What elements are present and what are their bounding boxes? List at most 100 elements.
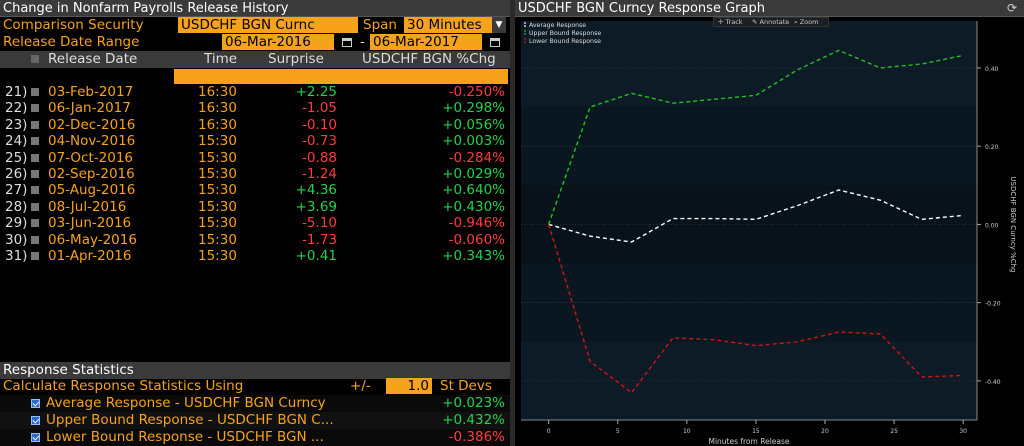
row-release-date: 04-Nov-2016 [48,133,136,150]
magnifier-icon: ⌕ [794,18,798,26]
stats-value: +0.432% [442,412,505,428]
row-checkbox[interactable] [31,153,39,162]
release-range-label: Release Date Range [3,34,140,50]
row-checkbox[interactable] [31,88,39,96]
stats-checkbox[interactable] [31,399,40,408]
stats-value: +0.023% [442,395,505,411]
table-row[interactable]: 25) 07-Oct-2016 15:30 -0.88 -0.284% [0,150,510,167]
legend-label[interactable]: Lower Bound Response [529,38,601,45]
tool-track[interactable]: ✛ Track [718,18,743,27]
row-checkbox[interactable] [31,170,39,178]
row-checkbox[interactable] [31,137,39,146]
row-checkbox[interactable] [31,219,39,228]
x-tick-label: 30 [959,428,967,435]
x-tick-label: 20 [821,428,829,435]
row-checkbox[interactable] [31,120,39,129]
legend-label[interactable]: Upper Bound Response [529,30,601,37]
row-checkbox[interactable] [31,252,39,260]
y-tick-label: 0.40 [985,66,999,73]
table-row[interactable]: 23) 02-Dec-2016 16:30 -0.10 +0.056% [0,117,510,134]
stats-label: Average Response - USDCHF BGN Curncy [46,395,326,411]
response-graph-panel: USDCHF BGN Curncy Response Graph ⟳ 0.40 0… [515,0,1024,446]
row-pct-chg: +0.640% [442,182,505,199]
series-line-average[interactable] [548,189,964,243]
col-pct-chg[interactable]: USDCHF BGN %Chg [362,51,496,67]
row-surprise: -0.10 [302,116,337,133]
table-row[interactable]: 24) 04-Nov-2016 15:30 -0.73 +0.003% [0,133,510,150]
row-time: 15:30 [198,182,237,199]
calendar-to-icon[interactable] [488,34,502,50]
row-release-date: 06-May-2016 [48,231,137,248]
legend-label[interactable]: Average Response [529,22,586,29]
row-surprise: -0.73 [302,133,337,150]
row-time: 15:30 [198,166,237,182]
row-release-date: 05-Aug-2016 [48,182,136,199]
response-chart[interactable]: 0.40 0.20 0.00 -0.20 -0.40 0 5 10 15 20 25 30 Minute… [515,17,1024,446]
row-pct-chg: +0.056% [442,116,505,133]
row-number: 21) [5,84,28,100]
row-release-date: 02-Sep-2016 [48,166,135,182]
stats-checkbox[interactable] [31,416,40,425]
row-release-date: 01-Apr-2016 [48,248,132,264]
crosshair-icon: ✛ [718,18,724,26]
refresh-icon[interactable]: ⟳ [1007,1,1018,15]
row-surprise: +4.36 [295,182,337,199]
series-line-lower[interactable] [547,224,964,394]
row-release-date: 03-Feb-2017 [48,84,134,100]
col-release-date[interactable]: Release Date [48,51,138,67]
table-row[interactable]: 26) 02-Sep-2016 15:30 -1.24 +0.029% [0,166,510,183]
row-checkbox[interactable] [31,104,39,113]
select-all-checkbox[interactable] [31,55,39,63]
table-row[interactable]: 21) 03-Feb-2017 16:30 +2.25 -0.250% [0,84,510,101]
stats-row[interactable]: Average Response - USDCHF BGN Curncy +0.0… [0,395,510,412]
x-axis-label: Minutes from Release [708,437,789,446]
x-tick-label: 0 [547,428,551,435]
row-release-date: 08-Jul-2016 [48,198,127,215]
table-row[interactable]: 29) 03-Jun-2016 15:30 -5.10 -0.946% [0,215,510,232]
row-pct-chg: +0.343% [442,248,505,264]
comparison-security-input[interactable]: USDCHF BGN Curnc [178,17,358,33]
date-to-input[interactable]: 06-Mar-2017 [370,34,482,50]
y-tick-label: 0.20 [985,144,999,151]
table-row[interactable]: 22) 06-Jan-2017 16:30 -1.05 +0.298% [0,100,510,117]
row-time: 15:30 [198,149,237,166]
filter-row[interactable] [174,69,508,84]
row-pct-chg: +0.430% [442,198,505,215]
stats-value: -0.386% [448,429,505,445]
stats-checkbox[interactable] [31,433,40,442]
stats-row[interactable]: Lower Bound Response - USDCHF BGN ... -0.… [0,429,510,446]
stats-row[interactable]: Upper Bound Response - USDCHF BGN C... +0… [0,412,510,429]
table-row[interactable]: 28) 08-Jul-2016 15:30 +3.69 +0.430% [0,199,510,216]
date-from-input[interactable]: 06-Mar-2016 [222,34,334,50]
chart-toolbar: ✛ Track ✎ Annotate ⌕ Zoom [713,17,829,27]
table-row[interactable]: 31) 01-Apr-2016 15:30 +0.41 +0.343% [0,248,510,265]
y-tick-label: 0.00 [985,222,999,229]
panel-divider[interactable] [510,0,515,446]
col-surprise[interactable]: Surprise [268,51,324,67]
row-surprise: -1.24 [302,166,337,182]
tool-zoom[interactable]: ⌕ Zoom [794,18,818,27]
x-tick-label: 5 [616,428,620,435]
plus-minus-label: +/- [350,378,371,394]
stdev-input[interactable]: 1.0 [386,378,432,394]
tool-annotate[interactable]: ✎ Annotate [752,18,789,27]
row-time: 16:30 [198,116,237,133]
row-checkbox[interactable] [31,186,39,195]
tool-label: Track [725,18,743,26]
row-number: 29) [5,215,28,232]
span-select[interactable]: 30 Minutes [404,17,492,33]
table-row[interactable]: 27) 05-Aug-2016 15:30 +4.36 +0.640% [0,182,510,199]
row-number: 24) [5,133,28,150]
col-time[interactable]: Time [204,51,238,67]
span-dropdown-icon[interactable]: ▼ [492,17,506,33]
table-row[interactable]: 30) 06-May-2016 15:30 -1.73 -0.060% [0,232,510,249]
row-release-date: 03-Jun-2016 [48,215,132,232]
tool-label: Zoom [799,18,819,26]
panel-title: Change in Nonfarm Payrolls Release Histo… [0,0,510,17]
row-checkbox[interactable] [31,202,39,211]
plot-band [521,21,977,108]
y-tick-label: -0.20 [985,301,1001,308]
row-number: 26) [5,166,28,182]
calendar-from-icon[interactable] [340,34,354,50]
row-checkbox[interactable] [31,235,39,244]
